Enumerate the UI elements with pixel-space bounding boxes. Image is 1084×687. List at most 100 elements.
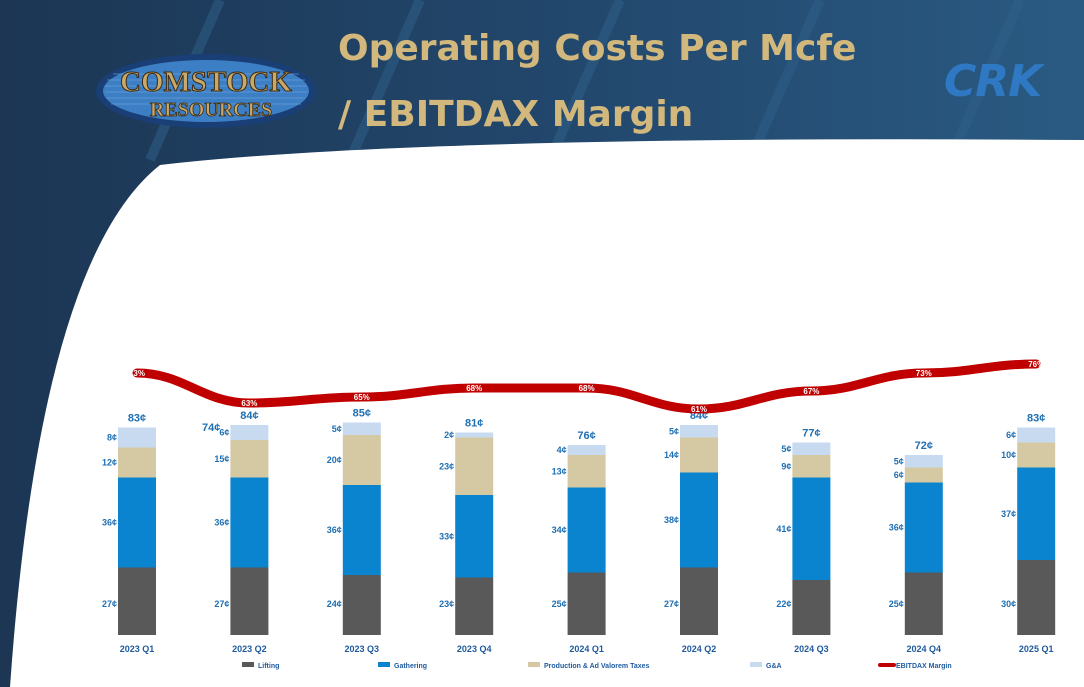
ebitdax-margin-line <box>132 359 1041 414</box>
legend-swatch-gathering <box>378 662 390 667</box>
data-label-lifting: 25¢ <box>889 599 904 609</box>
bar-segment-ga <box>455 432 494 438</box>
data-label-production_taxes: 6¢ <box>894 470 904 480</box>
logo-wordmark-top: COMSTOCK <box>120 66 292 98</box>
data-label-production_taxes: 15¢ <box>214 454 229 464</box>
bar-segment-production_taxes <box>904 467 943 483</box>
data-label-lifting: 27¢ <box>664 599 679 609</box>
category-label: 2025 Q1 <box>1019 644 1054 654</box>
bar-segment-gathering <box>455 495 494 578</box>
company-logo: COMSTOCK RESOURCES <box>96 54 316 128</box>
data-label-gathering: 36¢ <box>214 518 229 528</box>
bar-segment-production_taxes <box>567 455 606 488</box>
legend-swatch-ga <box>750 662 762 667</box>
bar-segment-gathering <box>792 477 831 580</box>
legend-label: Gathering <box>394 663 427 670</box>
category-label: 2023 Q3 <box>345 644 380 654</box>
data-label-gathering: 33¢ <box>439 531 454 541</box>
bar-segment-lifting <box>567 572 606 635</box>
margin-label: 63% <box>241 399 257 408</box>
bar-segment-lifting <box>230 567 269 635</box>
data-label-ga: 5¢ <box>669 426 679 436</box>
data-label-production_taxes: 9¢ <box>781 461 791 471</box>
margin-label: 68% <box>579 384 595 393</box>
data-label-ga: 5¢ <box>332 424 342 434</box>
bar-segment-production_taxes <box>118 447 156 478</box>
logo-wordmark-bottom: RESOURCES <box>150 99 272 121</box>
total-label: 85¢ <box>353 408 371 420</box>
data-label-gathering: 34¢ <box>552 525 567 535</box>
margin-label: 68% <box>466 384 482 393</box>
bar-segment-gathering <box>904 482 943 573</box>
bar-segment-lifting <box>680 567 718 635</box>
category-label: 2024 Q3 <box>794 644 829 654</box>
data-label-gathering: 37¢ <box>1001 509 1016 519</box>
category-label: 2024 Q2 <box>682 644 717 654</box>
bar-segment-production_taxes <box>230 440 269 478</box>
data-label-gathering: 36¢ <box>327 525 342 535</box>
bar-segment-gathering <box>680 472 718 568</box>
margin-label: 61% <box>691 405 707 414</box>
bar-segment-lifting <box>455 577 494 635</box>
bar-segment-gathering <box>230 477 269 568</box>
bar-segment-production_taxes <box>680 437 718 473</box>
total-label: 84¢ <box>240 410 258 422</box>
total-label: 72¢ <box>915 440 933 452</box>
data-label-ga: 2¢ <box>444 430 454 440</box>
data-label-production_taxes: 12¢ <box>102 458 117 468</box>
data-label-production_taxes: 13¢ <box>552 466 567 476</box>
total-label: 76¢ <box>577 430 595 442</box>
bar-segment-gathering <box>1017 467 1056 560</box>
data-label-gathering: 36¢ <box>889 523 904 533</box>
total-prefix-label: 74¢ <box>202 422 220 434</box>
legend-label: Lifting <box>258 663 279 670</box>
data-label-lifting: 24¢ <box>327 599 342 609</box>
margin-label: 76% <box>1028 360 1044 369</box>
legend-label: Production & Ad Valorem Taxes <box>544 663 650 670</box>
data-label-ga: 6¢ <box>219 428 229 438</box>
bar-segment-lifting <box>342 575 381 635</box>
total-label: 83¢ <box>1027 413 1045 425</box>
data-label-ga: 8¢ <box>107 433 117 443</box>
page-title-line-2: / EBITDAX Margin <box>338 94 694 135</box>
legend-swatch-production_taxes <box>528 662 540 667</box>
category-label: 2024 Q4 <box>907 644 942 654</box>
margin-label: 65% <box>354 393 370 402</box>
data-label-ga: 5¢ <box>781 444 791 454</box>
bar-segment-production_taxes <box>455 437 494 495</box>
data-label-lifting: 22¢ <box>776 599 791 609</box>
data-label-production_taxes: 10¢ <box>1001 450 1016 460</box>
category-label: 2023 Q1 <box>120 644 155 654</box>
bar-segment-production_taxes <box>792 455 831 478</box>
data-label-gathering: 36¢ <box>102 518 117 528</box>
data-label-lifting: 23¢ <box>439 599 454 609</box>
category-label: 2023 Q4 <box>457 644 492 654</box>
bar-segment-ga <box>904 455 943 468</box>
margin-label: 73% <box>129 369 145 378</box>
bar-segment-ga <box>230 425 269 440</box>
data-label-lifting: 30¢ <box>1001 599 1016 609</box>
data-label-gathering: 41¢ <box>776 524 791 534</box>
bar-segment-ga <box>680 425 718 438</box>
data-label-lifting: 27¢ <box>102 599 117 609</box>
margin-label: 67% <box>803 387 819 396</box>
ticker-symbol: CRK <box>944 56 1042 107</box>
bar-segment-gathering <box>342 485 381 575</box>
data-label-ga: 4¢ <box>557 445 567 455</box>
data-label-ga: 5¢ <box>894 456 904 466</box>
bar-segment-production_taxes <box>342 435 381 485</box>
total-label: 77¢ <box>802 428 820 440</box>
bar-segment-ga <box>118 427 156 448</box>
category-label: 2024 Q1 <box>569 644 604 654</box>
bar-segment-lifting <box>904 572 943 635</box>
data-label-production_taxes: 23¢ <box>439 461 454 471</box>
legend-swatch-lifting <box>242 662 254 667</box>
bar-segment-ga <box>342 422 381 435</box>
page-title-line-1: Operating Costs Per Mcfe <box>338 28 857 69</box>
bar-segment-production_taxes <box>1017 442 1056 468</box>
data-label-gathering: 38¢ <box>664 515 679 525</box>
bar-segment-lifting <box>1017 560 1056 635</box>
bar-segment-lifting <box>792 580 831 635</box>
bar-segment-gathering <box>118 477 156 568</box>
